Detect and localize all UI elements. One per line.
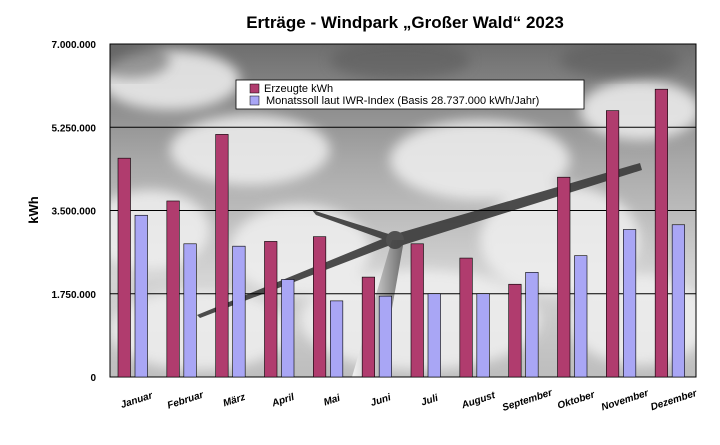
x-tick-label: Mai [322, 393, 341, 409]
bar-produced [459, 257, 473, 378]
x-tick-label: Februar [166, 389, 206, 411]
bar-target [476, 293, 490, 378]
turbine-rotor [197, 163, 642, 318]
y-tick-label: 5.250.000 [52, 123, 97, 134]
bar-target [525, 272, 539, 378]
y-tick-label: 7.000.000 [52, 40, 97, 51]
bar-target [281, 279, 295, 378]
bar-target [330, 300, 344, 378]
bar-produced [166, 200, 180, 378]
legend: Erzeugte kWh Monatssoll laut IWR-Index (… [235, 79, 585, 110]
y-tick-label: 0 [90, 373, 96, 384]
legend-swatch-produced [249, 83, 260, 94]
x-tick-label: April [270, 392, 296, 410]
x-tick-label: Dezember [649, 388, 699, 414]
legend-box [235, 79, 585, 110]
bar-target [623, 229, 637, 378]
bar-produced [508, 283, 522, 378]
y-tick-label: 3.500.000 [52, 207, 97, 218]
y-tick-label: 1.750.000 [52, 290, 97, 301]
bar-target [671, 224, 685, 378]
x-tick-label: Juni [369, 392, 392, 409]
x-tick-label: Juli [420, 393, 440, 409]
bar-target [134, 214, 148, 378]
bar-target [574, 255, 588, 378]
legend-swatch-target [249, 95, 260, 106]
x-tick-label: März [222, 392, 247, 410]
x-tick-label: September [501, 387, 555, 414]
legend-label-produced: Erzeugte kWh [264, 83, 333, 95]
legend-label-target: Monatssoll laut IWR-Index (Basis 28.737.… [266, 95, 539, 107]
bar-produced [557, 176, 571, 378]
bar-target [378, 295, 392, 378]
bar-produced [215, 134, 229, 378]
bar-produced [117, 157, 131, 378]
x-tick-label: November [600, 387, 651, 413]
x-tick-label: Januar [119, 390, 155, 411]
bar-produced [264, 241, 278, 378]
bar-produced [313, 236, 327, 378]
bar-produced [361, 276, 375, 378]
x-tick-label: August [459, 390, 497, 412]
bar-target [427, 293, 441, 378]
bar-produced [606, 110, 620, 378]
chart-title: Erträge - Windpark „Großer Wald“ 2023 [246, 13, 564, 32]
bar-produced [654, 88, 668, 378]
x-tick-label: Oktober [556, 389, 597, 412]
plot-frame [109, 43, 697, 378]
bar-target [183, 243, 197, 378]
bar-produced [410, 243, 424, 378]
bar-target [232, 245, 246, 378]
y-axis-label: kWh [26, 196, 41, 224]
gridlines [110, 126, 696, 295]
